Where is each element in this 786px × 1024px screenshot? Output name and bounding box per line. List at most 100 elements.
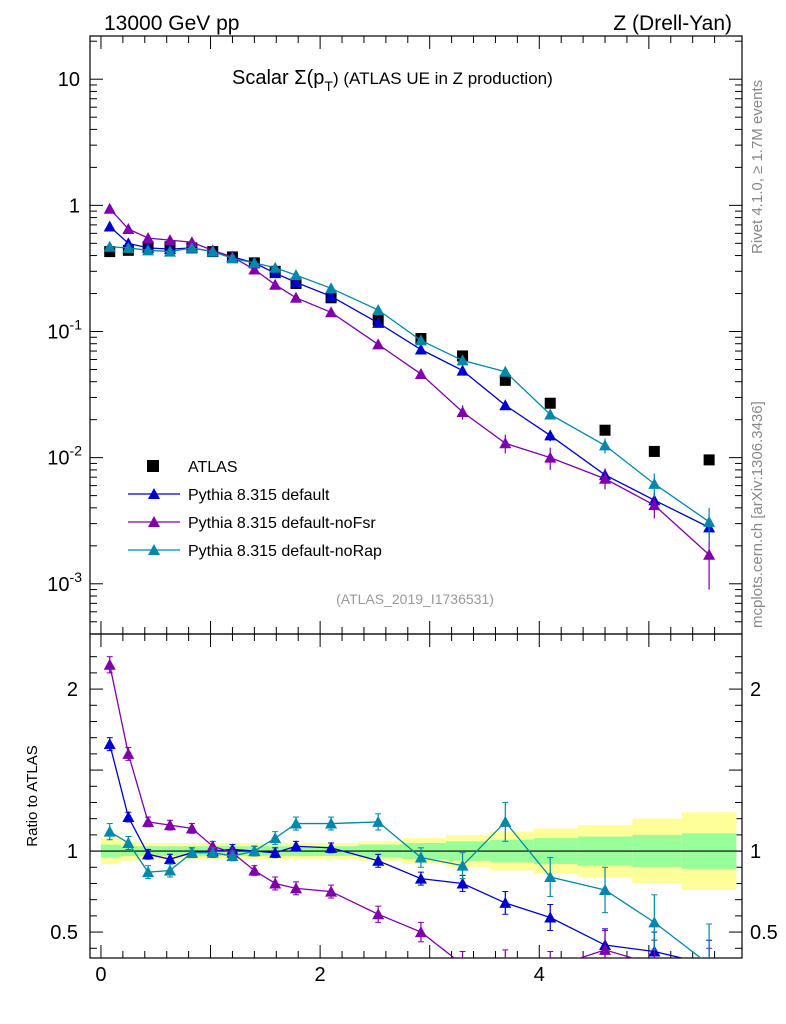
main-title-sub: T xyxy=(324,78,333,94)
ratio-point-default xyxy=(290,840,303,852)
ratio-point-noRap xyxy=(163,864,176,876)
ratio-point-default xyxy=(103,738,116,750)
ratio-point-default xyxy=(325,841,338,853)
main-point-noRap xyxy=(499,365,512,377)
ratio-point-noFsr xyxy=(290,882,303,894)
main-point-default xyxy=(290,276,303,288)
legend-label-atlas: ATLAS xyxy=(188,459,238,476)
main-ytick-label: 10-2 xyxy=(47,443,82,470)
main-ytick-label: 1 xyxy=(69,195,80,217)
main-point-noFsr xyxy=(599,472,612,484)
main-point-default xyxy=(456,364,469,376)
ratio-point-noRap xyxy=(456,859,469,871)
ratio-point-noRap xyxy=(599,883,612,895)
ratio-point-noRap xyxy=(499,815,512,827)
main-point-noRap xyxy=(290,269,303,281)
main-point-noRap xyxy=(226,252,239,264)
ratio-point-default xyxy=(122,811,135,823)
ratio-series-noRap xyxy=(103,801,715,969)
ratio-point-noRap xyxy=(248,845,261,857)
legend: ATLAS Pythia 8.315 default Pythia 8.315 … xyxy=(128,459,382,560)
ratio-point-noRap xyxy=(122,836,135,848)
atlas-point xyxy=(599,424,611,436)
ratio-point-noFsr xyxy=(372,908,385,920)
legend-marker-norap xyxy=(148,544,160,555)
ratio-point-noRap xyxy=(290,817,303,829)
main-point-noRap xyxy=(648,477,661,489)
ratio-point-noFsr xyxy=(499,960,511,971)
ratio-point-noRap xyxy=(414,851,427,863)
legend-label-nofsr: Pythia 8.315 default-noFsr xyxy=(188,515,376,532)
ratio-point-noFsr xyxy=(648,958,660,969)
main-point-noFsr xyxy=(544,451,557,463)
header-right: Z (Drell-Yan) xyxy=(613,12,732,35)
main-point-noRap xyxy=(372,304,385,316)
ratio-ytick-label: 2 xyxy=(67,679,78,701)
main-title-rest: ) (ATLAS UE in Z production) xyxy=(333,69,553,88)
main-point-noRap xyxy=(248,256,261,268)
atlas-point xyxy=(544,397,556,409)
main-point-default xyxy=(544,429,557,441)
ratio-ylabel: Ratio to ATLAS xyxy=(24,745,41,846)
main-point-noFsr xyxy=(122,222,135,234)
atlas-point xyxy=(703,454,715,466)
main-point-default xyxy=(499,399,512,411)
ratio-point-noFsr xyxy=(206,840,219,852)
ratio-point-default xyxy=(544,911,557,923)
ratio-point-noFsr xyxy=(103,658,116,670)
ratio-point-noFsr xyxy=(457,958,469,969)
ratio-point-noFsr xyxy=(269,877,282,889)
main-ytick-label: 10-3 xyxy=(47,569,82,596)
main-point-noFsr xyxy=(703,548,716,560)
ratio-point-noRap xyxy=(142,866,155,878)
legend-marker-atlas xyxy=(147,460,159,472)
main-point-noRap xyxy=(269,261,282,273)
ratio-point-noRap xyxy=(544,871,557,882)
ratio-point-default xyxy=(456,877,469,889)
ratio-point-noRap xyxy=(226,849,239,861)
ratio-ytick-label: 1 xyxy=(67,841,78,863)
legend-marker-nofsr xyxy=(148,516,160,527)
ratio-point-noFsr xyxy=(248,864,261,876)
ratio-point-default xyxy=(414,872,427,884)
main-point-noRap xyxy=(206,245,219,257)
ratio-point-noFsr xyxy=(703,975,715,986)
main-ytick-label: 10 xyxy=(58,69,80,91)
ratio-point-noRap xyxy=(269,832,282,844)
main-point-noRap xyxy=(456,354,469,366)
ratio-ytick-label: 0.5 xyxy=(50,922,78,944)
ratio-point-noFsr xyxy=(599,943,612,955)
main-point-noRap xyxy=(142,244,155,256)
ratio-point-noRap xyxy=(325,817,338,829)
ratio-ytick-label-right: 0.5 xyxy=(750,922,778,944)
header-left: 13000 GeV pp xyxy=(104,12,239,35)
main-point-default xyxy=(372,316,385,328)
ratio-point-noFsr xyxy=(122,747,135,759)
main-point-noFsr xyxy=(372,338,385,350)
main-point-default xyxy=(325,290,338,302)
atlas-point xyxy=(648,445,660,457)
atlas-point xyxy=(499,374,511,386)
main-point-noRap xyxy=(703,515,716,527)
ratio-point-noRap xyxy=(648,916,661,928)
main-point-noFsr xyxy=(185,236,198,248)
main-point-noRap xyxy=(414,334,427,346)
ratio-line-noFsr xyxy=(109,664,635,958)
main-title: Scalar Σ(pT) (ATLAS UE in Z production) xyxy=(232,67,553,94)
data-series xyxy=(103,202,716,986)
ratio-point-noFsr xyxy=(142,815,155,827)
main-point-noFsr xyxy=(290,291,303,303)
ratio-point-noRap xyxy=(103,825,116,837)
source-label: mcplots.cern.ch [arXiv:1306.3436] xyxy=(749,401,766,628)
ratio-xtick-label: 2 xyxy=(315,964,326,986)
ratio-point-noRap xyxy=(703,958,715,969)
main-point-noRap xyxy=(122,241,135,253)
main-point-noFsr xyxy=(499,437,512,449)
main-point-noFsr xyxy=(325,306,338,318)
main-line-default xyxy=(109,225,710,528)
legend-marker-default xyxy=(148,488,160,499)
ratio-ytick-label-right: 1 xyxy=(750,841,761,863)
ratio-point-default xyxy=(142,848,155,860)
main-point-noRap xyxy=(185,241,198,253)
